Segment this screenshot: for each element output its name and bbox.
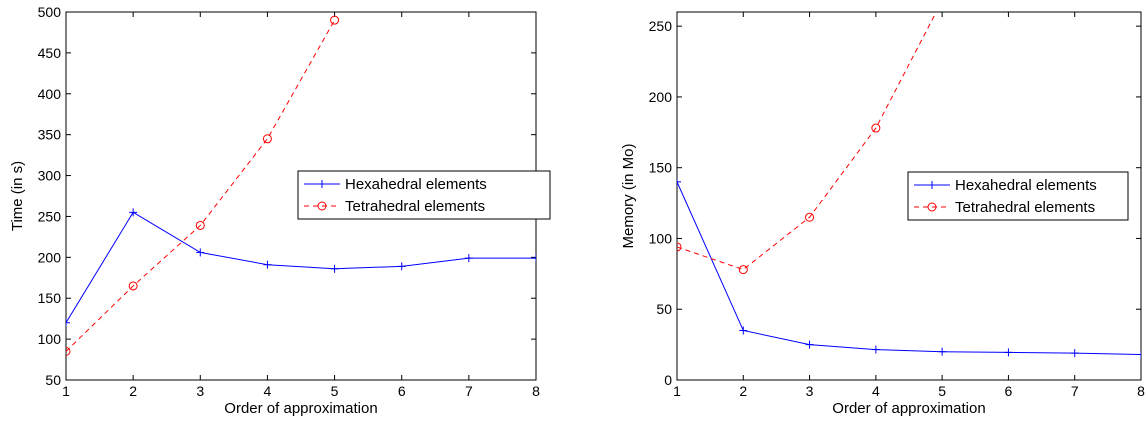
circle-marker (677, 242, 682, 252)
series-line (677, 12, 937, 271)
y-tick-label: 300 (38, 168, 62, 184)
circle-marker (938, 0, 946, 5)
y-tick-label: 100 (649, 230, 673, 246)
circle-marker (128, 281, 138, 291)
legend-box (297, 170, 551, 220)
y-tick-label: 350 (38, 127, 62, 143)
plus-marker (464, 254, 473, 263)
series-hexahedral (677, 177, 1141, 359)
x-tick-label: 6 (398, 383, 406, 399)
circle-marker (262, 134, 272, 144)
plus-marker (330, 264, 339, 273)
plus-marker (263, 260, 272, 269)
x-tick-label: 2 (129, 383, 137, 399)
plus-marker (1070, 349, 1079, 358)
circle-marker (330, 15, 340, 25)
x-tick-label: 4 (264, 383, 272, 399)
plus-marker (397, 262, 406, 271)
y-tick-label: 100 (38, 331, 62, 347)
plus-marker (739, 326, 748, 335)
legend-entry: Hexahedral elements (914, 177, 1097, 194)
legend-label: Hexahedral elements (345, 176, 487, 193)
chart-panel-2: 1 2 3 4 5 6 7 8 0 50 100 150 200 250 Order of approxim… (620, 0, 1145, 417)
legend-entry: Tetrahedral elements (304, 198, 485, 215)
y-tick-label: 250 (38, 208, 62, 224)
legend: Hexahedral elements Tetrahedral elements (297, 170, 551, 220)
legend-label: Tetrahedral elements (955, 199, 1095, 216)
y-tick-label: 200 (649, 89, 673, 105)
series-line (66, 211, 536, 324)
plus-marker (66, 318, 70, 327)
y-tick-label: 500 (38, 4, 62, 20)
y-tick-label: 50 (656, 301, 672, 317)
legend-box (907, 171, 1129, 221)
plus-marker (1004, 348, 1013, 357)
x-tick-label: 4 (872, 383, 880, 399)
x-tick-label: 5 (938, 383, 946, 399)
legend: Hexahedral elements Tetrahedral elements (907, 171, 1129, 221)
circle-marker (805, 212, 815, 222)
y-axis-label: Memory (in Mo) (620, 143, 637, 248)
x-tick-label: 1 (673, 383, 681, 399)
plus-marker (532, 254, 536, 263)
legend-label: Hexahedral elements (955, 177, 1097, 194)
x-tick-label: 7 (1071, 383, 1079, 399)
circle-marker (871, 123, 881, 133)
x-tick-label: 7 (465, 383, 473, 399)
y-axis-label: Time (in s) (9, 161, 26, 231)
circle-marker (195, 220, 205, 230)
y-tick-label: 200 (38, 249, 62, 265)
series-tetrahedral (66, 15, 340, 356)
y-tick-label: 150 (38, 290, 62, 306)
x-tick-label: 8 (532, 383, 540, 399)
plus-marker (196, 248, 205, 257)
series-hexahedral (66, 208, 536, 327)
x-axis-label: Order of approximation (832, 400, 985, 417)
circle-marker (66, 346, 71, 356)
plus-marker (871, 345, 880, 354)
y-tick-label: 150 (649, 160, 673, 176)
plus-marker (318, 180, 326, 188)
x-tick-label: 3 (196, 383, 204, 399)
x-tick-label: 8 (1137, 383, 1145, 399)
circle-marker (317, 201, 327, 211)
x-axis-label: Order of approximation (224, 400, 377, 417)
plus-marker (805, 340, 814, 349)
x-tick-label: 3 (806, 383, 814, 399)
plus-marker (1137, 350, 1141, 359)
series-line (66, 19, 336, 352)
plot-area-box (676, 11, 1142, 381)
plus-marker (677, 177, 681, 186)
legend-label: Tetrahedral elements (345, 198, 485, 215)
series-tetrahedral (677, 0, 946, 275)
plus-marker (129, 208, 138, 217)
x-tick-label: 6 (1005, 383, 1013, 399)
circle-marker (927, 202, 937, 212)
plus-marker (928, 181, 936, 189)
chart-panel-1: 1 2 3 4 5 6 7 8 50 100 150 200 250 300 350 400 450 500 Ord… (9, 4, 551, 417)
y-tick-label: 50 (45, 372, 61, 388)
y-tick-label: 0 (664, 372, 672, 388)
y-tick-label: 450 (38, 45, 62, 61)
x-tick-label: 2 (739, 383, 747, 399)
series-line (677, 181, 1141, 356)
legend-entry: Tetrahedral elements (914, 199, 1095, 216)
circle-marker (738, 265, 748, 275)
x-tick-label: 5 (331, 383, 339, 399)
y-tick-label: 250 (649, 18, 673, 34)
legend-entry: Hexahedral elements (304, 176, 487, 193)
y-tick-label: 400 (38, 86, 62, 102)
x-tick-label: 1 (62, 383, 70, 399)
plus-marker (938, 347, 947, 356)
